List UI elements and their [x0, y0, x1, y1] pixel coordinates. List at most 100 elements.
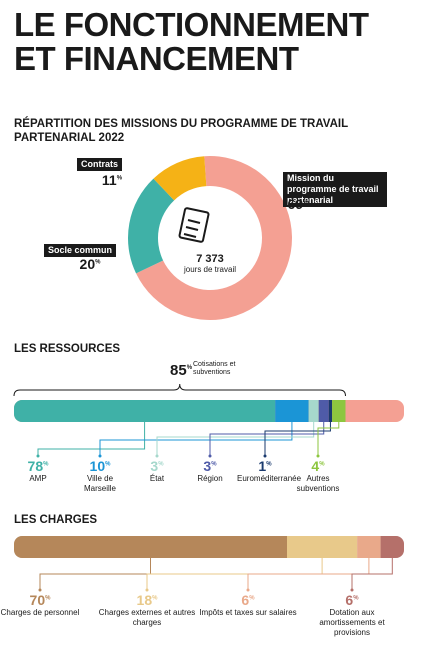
- leader-line: [146, 558, 323, 590]
- clipboard-icon: [178, 207, 210, 243]
- center-value: 7 373: [196, 253, 224, 265]
- leader-dot: [316, 454, 320, 458]
- category-label: AMP: [29, 474, 47, 483]
- value: 10: [89, 458, 106, 474]
- total-caption: Cotisations et subventions: [193, 361, 236, 376]
- unit: %: [319, 461, 325, 468]
- value: 1: [258, 458, 267, 474]
- leader-line: [351, 558, 393, 590]
- value: 20: [79, 256, 96, 272]
- unit: %: [186, 365, 193, 371]
- bar-group: [14, 400, 346, 422]
- donut-slice: [127, 178, 175, 274]
- total-bracket: [13, 383, 346, 397]
- category-label: Impôts et taxes sur salaires: [199, 608, 297, 617]
- unit: %: [116, 175, 123, 182]
- value: 69: [287, 196, 304, 212]
- legend-label: Socle commun: [44, 244, 117, 257]
- leader-line: [247, 558, 370, 590]
- value: 11: [101, 172, 117, 188]
- unit: %: [45, 595, 51, 602]
- legend-label: Contrats: [77, 158, 123, 171]
- value-label: 1%: [245, 458, 285, 474]
- leader-dot: [246, 588, 250, 592]
- value: 4: [311, 458, 320, 474]
- category-label: État: [149, 474, 165, 483]
- leader-dot: [145, 588, 149, 592]
- bar-segment: [332, 400, 346, 422]
- value-label: 3%: [190, 458, 230, 474]
- bar-segment: [14, 400, 276, 422]
- leader-line: [264, 422, 331, 456]
- category-label: Autres subventions: [296, 474, 340, 493]
- leader-dot: [36, 454, 40, 458]
- value-label: 20%: [70, 256, 110, 272]
- category-label: Ville de Marseille: [83, 474, 116, 493]
- value-label: 11%: [92, 172, 132, 188]
- leader-line: [37, 422, 146, 456]
- unit: %: [152, 595, 158, 602]
- leader-dot: [350, 588, 354, 592]
- leader-line: [156, 422, 315, 456]
- leader-dot: [155, 454, 159, 458]
- section-title: LES RESSOURCES: [14, 343, 121, 355]
- unit: %: [353, 595, 359, 602]
- section-title: LES CHARGES: [14, 514, 98, 526]
- value: 70: [29, 592, 46, 608]
- value-label: 78%: [18, 458, 58, 474]
- total-label: 85%: [170, 362, 192, 379]
- bar-group: [14, 536, 404, 558]
- bar-segment: [308, 400, 319, 422]
- unit: %: [303, 199, 309, 206]
- leader-line: [317, 422, 340, 456]
- value-label: 3%: [137, 458, 177, 474]
- value: 3: [203, 458, 212, 474]
- total-value: 85: [170, 362, 187, 379]
- bar-segment: [380, 536, 404, 558]
- value: 6: [345, 592, 354, 608]
- unit: %: [158, 461, 164, 468]
- legend-label: Mission du programme de travail partenar…: [283, 172, 387, 207]
- category-label: Région: [197, 474, 223, 483]
- value: 78: [27, 458, 44, 474]
- chart-title: RÉPARTITION DES MISSIONS DU PROGRAMME DE…: [14, 118, 348, 144]
- value: 3: [150, 458, 159, 474]
- bar-segment: [328, 400, 333, 422]
- value-label: 4%: [298, 458, 338, 474]
- bar-segment: [357, 536, 381, 558]
- bar-segment: [318, 400, 329, 422]
- category-label: Charges externes et autres charges: [98, 608, 196, 627]
- leader-dot: [38, 588, 42, 592]
- unit: %: [95, 259, 101, 266]
- value-label: 6%: [332, 592, 372, 608]
- category-label: Charges de personnel: [0, 608, 80, 617]
- leader-dot: [263, 454, 267, 458]
- unit: %: [105, 461, 111, 468]
- unit: %: [211, 461, 217, 468]
- value-label: 6%: [228, 592, 268, 608]
- leader-dot: [98, 454, 102, 458]
- donut-slice: [136, 156, 292, 320]
- unit: %: [266, 461, 272, 468]
- value-label: 10%: [80, 458, 120, 474]
- page-title: LE FONCTIONNEMENT ET FINANCEMENT: [14, 6, 369, 77]
- value-label: 69%: [278, 196, 318, 212]
- bar-segment: [287, 536, 358, 558]
- bar-segment: [275, 400, 309, 422]
- value: 18: [136, 592, 153, 608]
- leader-line: [39, 558, 151, 590]
- center-caption: jours de travail: [183, 265, 237, 274]
- leader-line: [209, 422, 325, 456]
- leader-line: [99, 422, 293, 456]
- bar-segment: [14, 536, 287, 558]
- value-label: 70%: [20, 592, 60, 608]
- unit: %: [43, 461, 49, 468]
- value-label: 18%: [127, 592, 167, 608]
- category-label: Dotation aux amortissements et provision…: [319, 608, 385, 637]
- category-label: Euroméditerranée: [237, 474, 302, 483]
- donut-slice: [153, 156, 207, 201]
- value: 6: [241, 592, 250, 608]
- unit: %: [249, 595, 255, 602]
